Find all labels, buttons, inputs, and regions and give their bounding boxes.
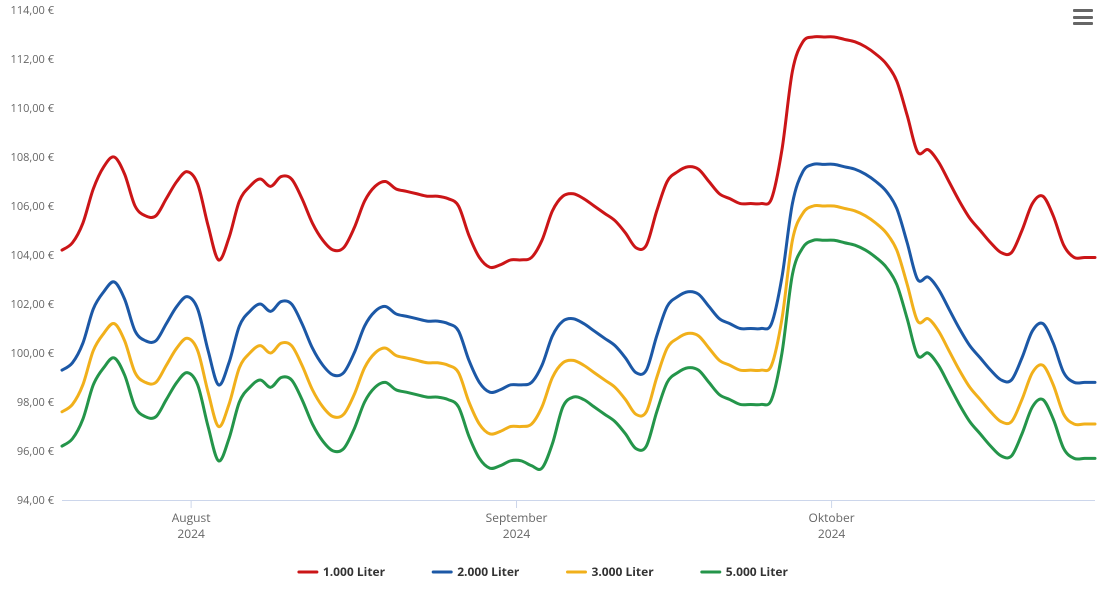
y-tick-label: 96,00 €: [17, 444, 55, 459]
y-tick-label: 110,00 €: [11, 101, 55, 116]
chart-svg: 94,00 € 96,00 € 98,00 € 100,00 € 102,00 € 104…: [0, 0, 1105, 602]
y-tick-label: 104,00 €: [11, 248, 55, 263]
x-tick-label-year: 2024: [503, 525, 531, 542]
x-tick-label-year: 2024: [818, 525, 846, 542]
price-chart: 94,00 € 96,00 € 98,00 € 100,00 € 102,00 € 104…: [0, 0, 1105, 602]
x-tick-label-year: 2024: [177, 525, 205, 542]
legend-label[interactable]: 5.000 Liter: [726, 563, 789, 580]
series-line[interactable]: [62, 240, 1095, 470]
x-tick-label-month: September: [486, 509, 548, 526]
legend-label[interactable]: 1.000 Liter: [323, 563, 386, 580]
y-tick-label: 94,00 €: [17, 493, 55, 508]
y-tick-label: 102,00 €: [11, 297, 55, 312]
y-tick-label: 114,00 €: [11, 3, 55, 18]
series-line[interactable]: [62, 164, 1095, 393]
y-tick-label: 100,00 €: [11, 346, 55, 361]
x-tick-label-month: Oktober: [809, 509, 855, 526]
legend-label[interactable]: 3.000 Liter: [592, 563, 655, 580]
y-tick-label: 112,00 €: [11, 52, 55, 67]
chart-menu-icon[interactable]: [1071, 6, 1095, 28]
y-tick-label: 106,00 €: [11, 199, 55, 214]
legend-label[interactable]: 2.000 Liter: [457, 563, 520, 580]
x-tick-label-month: August: [172, 509, 211, 526]
series-line[interactable]: [62, 37, 1095, 268]
y-tick-label: 98,00 €: [17, 395, 55, 410]
y-tick-label: 108,00 €: [11, 150, 55, 165]
